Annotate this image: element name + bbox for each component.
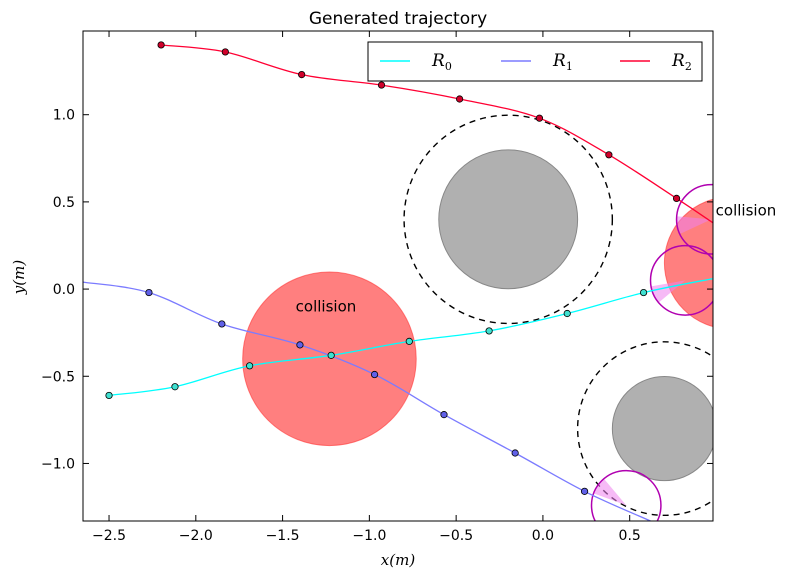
x-tick-label: −1.5 [266,528,300,544]
waypoint-marker-r1 [296,341,304,349]
y-axis-label: y(m) [10,260,28,296]
waypoint-marker-r2 [456,95,464,103]
waypoint-marker-r2 [535,114,544,122]
legend-box [367,41,703,82]
collision-region [242,271,417,447]
x-tick-label: −0.5 [439,528,473,544]
waypoint-marker-r0 [639,288,648,297]
y-tick-label: −0.5 [41,369,75,385]
outside-annotations: collision [716,202,777,220]
legend: R0 R1 R2 [367,41,703,82]
waypoint-marker-r0 [105,391,113,400]
sensor-circle [590,469,662,521]
axis-ticks: −2.5 −2.0 −1.5 −1.0 −0.5 0.0 0.5 1.0 0.5 0.0 −0.5 −… [41,31,713,544]
sensor-circle [675,183,713,255]
waypoint-marker-r0 [405,337,413,345]
collision-region [663,198,713,328]
x-tick-label: −2.5 [92,528,126,544]
waypoint-marker-r2 [605,151,613,159]
sensor-wedge [593,478,627,506]
y-tick-label: 1.0 [53,108,75,124]
x-axis-label: x(m) [381,551,416,569]
waypoint-marker-r2 [672,194,681,203]
x-tick-label: −2.0 [179,528,213,544]
safety-circle [403,114,614,325]
waypoint-marker-r1 [218,320,226,328]
safety-circle [576,341,713,517]
obstacle-disc [611,376,713,482]
plot-frame [82,30,714,522]
waypoint-marker-r1 [145,288,153,297]
chart-title: Generated trajectory [309,9,487,29]
x-tick-label: 0.0 [532,528,554,544]
obstacle-disc [438,149,579,290]
waypoint-marker-r1 [440,411,448,419]
collision-label: collision [296,298,357,316]
y-tick-label: −1.0 [41,456,75,472]
waypoint-marker-r2 [298,70,306,79]
waypoint-marker-r0 [485,327,493,335]
waypoint-marker-r1 [511,449,519,457]
waypoint-marker-r1 [580,487,589,495]
sensor-circle [649,244,713,316]
waypoint-marker-r2 [157,41,165,49]
waypoint-marker-r2 [221,48,229,56]
waypoint-marker-r1 [370,370,379,379]
waypoint-marker-r0 [171,383,179,391]
waypoint-marker-r2 [377,81,386,89]
waypoint-marker-r0 [563,309,571,318]
x-tick-label: −1.0 [352,528,386,544]
x-tick-label: 0.5 [619,528,641,544]
y-tick-label: 0.5 [53,195,75,211]
waypoint-marker-r0 [327,351,335,359]
sensor-wedge [676,216,712,234]
y-tick-label: 0.0 [53,282,75,298]
collision-label: collision [716,202,777,220]
waypoint-marker-r0 [246,362,254,370]
plot-area: collision [83,41,713,521]
